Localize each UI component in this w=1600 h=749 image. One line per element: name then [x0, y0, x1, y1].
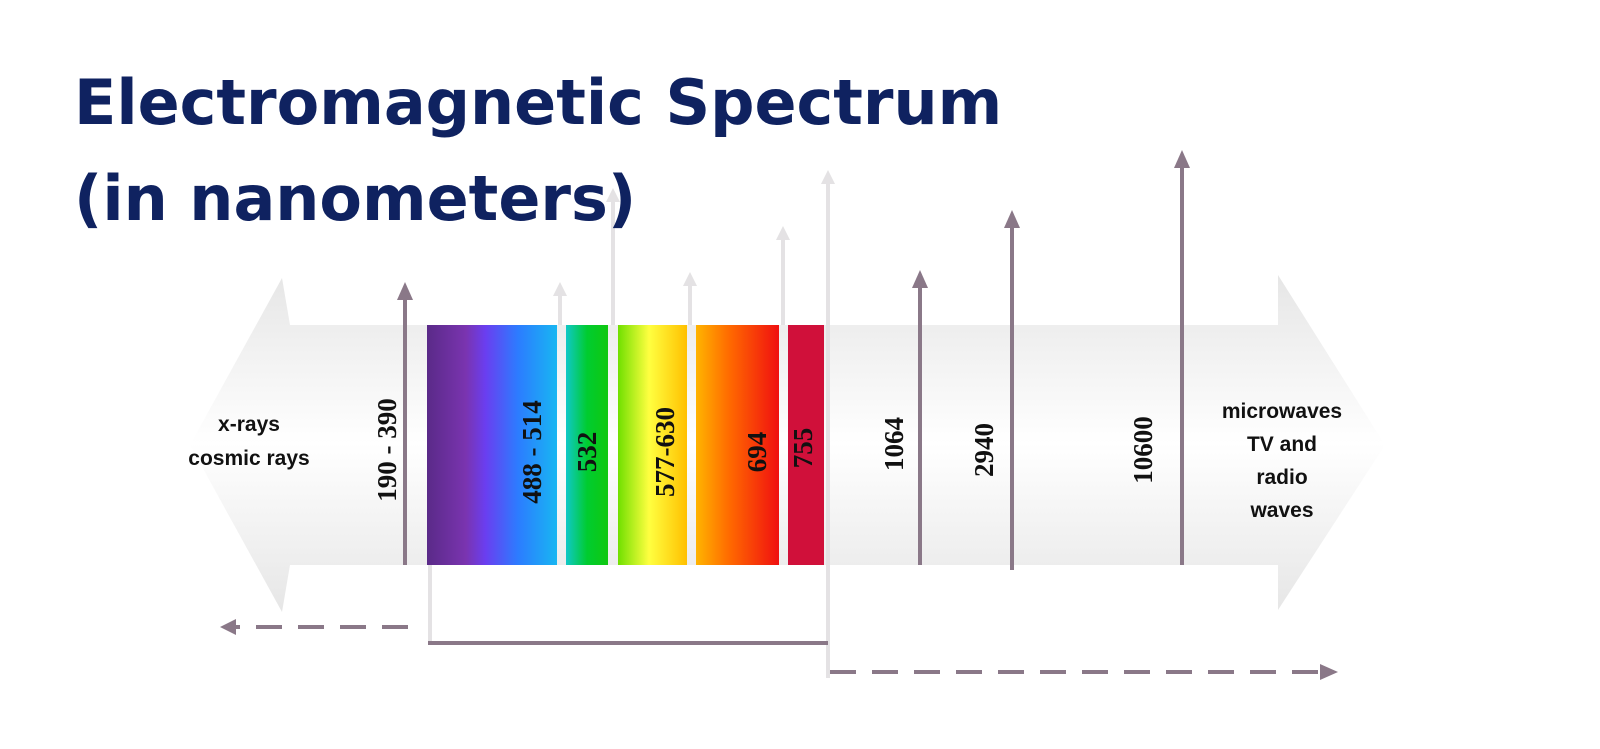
side-label: radio: [1256, 466, 1307, 489]
wavelength-arrows: [397, 150, 1190, 570]
wavelength-label: 2940: [969, 423, 999, 477]
range-indicators: [220, 619, 1338, 680]
faint-arrows: [428, 170, 835, 678]
band-green: [566, 325, 608, 565]
side-label: x-rays: [218, 413, 280, 436]
wavelength-label: 1064: [879, 417, 909, 471]
wavelength-labels: 190 - 390 488 - 514 532 577-630 694 755 1064 29…: [372, 398, 1158, 504]
title: Electromagnetic Spectrum: [74, 66, 1002, 139]
band-crimson: [788, 325, 824, 565]
side-label: TV and: [1247, 433, 1317, 456]
side-label: cosmic rays: [188, 447, 309, 470]
wavelength-label: 190 - 390: [372, 398, 402, 502]
wavelength-label: 577-630: [650, 407, 680, 497]
wavelength-label: 755: [788, 428, 818, 469]
wavelength-label: 532: [572, 432, 602, 473]
band-red: [696, 325, 779, 565]
band-yellow: [618, 325, 687, 565]
wavelength-label: 10600: [1128, 416, 1158, 484]
side-label: microwaves: [1222, 400, 1342, 423]
band-uv-blue: [427, 325, 557, 565]
wavelength-label: 488 - 514: [517, 400, 547, 504]
title: (in nanometers): [74, 162, 636, 235]
wavelength-label: 694: [742, 432, 772, 473]
side-label: waves: [1249, 499, 1313, 522]
